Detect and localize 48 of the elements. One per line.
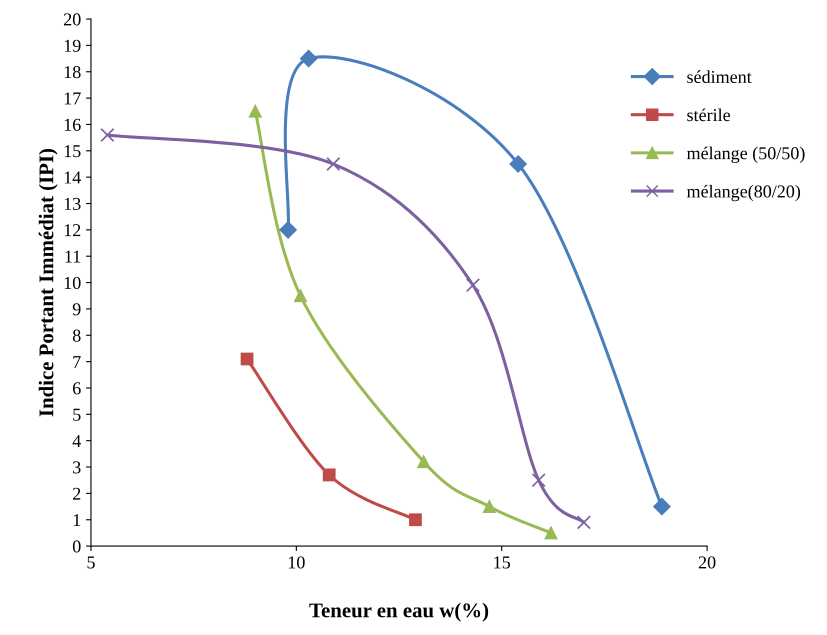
point	[544, 526, 558, 540]
x-tick-label: 15	[494, 556, 510, 569]
x-tick-label: 5	[88, 556, 95, 569]
y-tick-label: 15	[64, 145, 81, 158]
point	[100, 128, 114, 142]
y-tick-label: 3	[73, 461, 81, 474]
y-tick-label: 8	[72, 330, 81, 342]
y-tick-label: 20	[64, 13, 81, 26]
point	[417, 455, 430, 468]
point	[509, 155, 527, 173]
x-tick-label: 20	[698, 556, 716, 569]
point	[279, 221, 297, 239]
y-tick-label: 0	[72, 540, 81, 553]
point	[322, 468, 336, 482]
x-tick-label: 10	[288, 556, 305, 569]
point	[326, 156, 340, 172]
y-tick-label: 10	[64, 276, 81, 290]
point	[240, 352, 254, 366]
y-axis-title: Indice Portant Immédiat (IPI)	[38, 148, 58, 416]
y-tick-label: 4	[72, 435, 81, 447]
point	[248, 104, 262, 118]
y-tick-label: 6	[72, 382, 81, 394]
y-tick-label: 9	[72, 303, 81, 316]
y-tick-label: 14	[64, 172, 81, 184]
y-tick-label: 2	[73, 488, 80, 500]
y-tick-label: 18	[64, 66, 81, 78]
y-tick-label: 19	[64, 40, 81, 52]
y-tick-label: 16	[64, 118, 81, 131]
legend-label: mélange(80/20)	[686, 184, 800, 202]
y-tick-label: 17	[64, 92, 81, 104]
y-tick-label: 1	[74, 514, 80, 526]
y-tick-label: 13	[64, 198, 81, 210]
x-axis-title: Teneur en eau w(%)	[309, 602, 488, 622]
point	[483, 500, 496, 513]
legend-label: mélange (50/50)	[686, 146, 805, 164]
point	[653, 498, 671, 516]
y-tick-label: 5	[73, 408, 81, 421]
point	[409, 513, 422, 526]
point	[300, 50, 318, 68]
y-tick-label: 12	[64, 224, 80, 236]
y-tick-label: 7	[73, 356, 81, 368]
point	[294, 289, 307, 302]
y-tick-label: 11	[65, 250, 80, 262]
legend-label: stérile	[687, 108, 730, 122]
point	[576, 515, 591, 530]
legend-label: sédiment	[687, 70, 752, 84]
point	[532, 473, 546, 488]
point	[466, 278, 480, 292]
